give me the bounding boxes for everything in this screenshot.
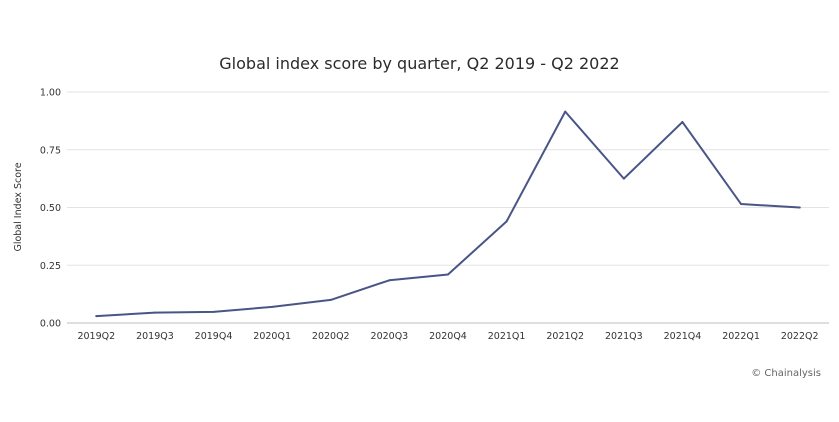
y-tick-label: 0.00 [40, 319, 61, 330]
data-point [153, 311, 156, 314]
data-point [212, 310, 215, 313]
x-tick-label: 2021Q2 [546, 331, 584, 342]
x-tick-label: 2020Q2 [312, 331, 350, 342]
gridlines [67, 91, 829, 324]
x-tick-label: 2022Q1 [722, 331, 760, 342]
data-point [95, 315, 98, 318]
x-tick-label: 2021Q1 [488, 331, 526, 342]
y-axis-ticks: 0.00 0.25 0.50 0.75 1.00 [40, 88, 61, 330]
source-credit: © Chainalysis [751, 368, 821, 379]
data-point [622, 177, 625, 180]
data-point [447, 273, 449, 276]
chart-title: Global index score by quarter, Q2 2019 -… [219, 54, 620, 73]
x-tick-label: 2022Q2 [781, 331, 819, 342]
x-tick-label: 2021Q3 [605, 331, 643, 342]
x-tick-label: 2021Q4 [664, 331, 702, 342]
x-tick-label: 2019Q3 [136, 331, 174, 342]
data-point [388, 279, 391, 282]
data-point [564, 110, 567, 113]
x-tick-label: 2020Q4 [429, 331, 467, 342]
y-axis-label: Global Index Score [13, 162, 24, 251]
y-tick-label: 0.25 [40, 261, 61, 272]
x-tick-label: 2019Q2 [77, 331, 115, 342]
data-point [740, 203, 743, 206]
data-point [329, 298, 332, 301]
x-tick-label: 2020Q3 [371, 331, 409, 342]
data-point [505, 220, 508, 223]
series-layer [95, 110, 801, 318]
data-point [681, 121, 684, 124]
data-point [271, 305, 274, 308]
y-tick-label: 0.75 [40, 145, 61, 156]
y-tick-label: 0.50 [40, 203, 61, 214]
series-line [95, 110, 801, 318]
y-tick-label: 1.00 [40, 88, 61, 99]
x-tick-label: 2019Q4 [195, 331, 233, 342]
x-tick-label: 2020Q1 [253, 331, 291, 342]
x-axis-ticks: 2019Q2 2019Q3 2019Q4 2020Q1 2020Q2 2020Q3 2020… [77, 331, 818, 342]
data-point [798, 206, 801, 209]
